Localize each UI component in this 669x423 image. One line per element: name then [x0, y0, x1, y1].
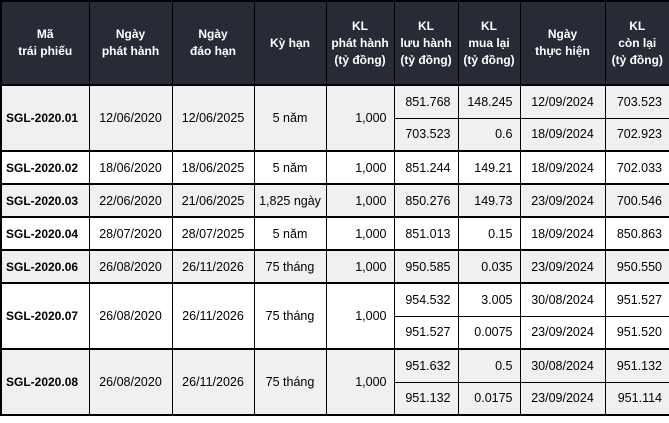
term: 75 tháng	[253, 282, 327, 350]
outstanding-volume: 851.244	[393, 150, 459, 185]
table-row: SGL-2020.06 26/08/2020 26/11/2026 75 thá…	[0, 249, 669, 284]
issue-date: 22/06/2020	[88, 183, 173, 218]
execution-date: 18/09/2024	[519, 117, 606, 152]
issued-volume: 1,000	[325, 84, 395, 152]
bond-code: SGL-2020.06	[0, 249, 90, 284]
table-body: SGL-2020.01 12/06/2020 12/06/2025 5 năm …	[0, 84, 669, 416]
execution-date: 23/09/2024	[519, 381, 606, 416]
term: 75 tháng	[253, 249, 327, 284]
maturity-date: 21/06/2025	[171, 183, 255, 218]
buyback-volume: 149.73	[457, 183, 521, 218]
remaining-volume: 950.550	[604, 249, 669, 284]
bond-code: SGL-2020.01	[0, 84, 90, 152]
execution-date: 18/09/2024	[519, 150, 606, 185]
col-header-buyback-volume: KL mua lại (tỷ đồng)	[457, 0, 521, 86]
maturity-date: 28/07/2025	[171, 216, 255, 251]
remaining-volume: 951.132	[604, 348, 669, 383]
remaining-volume: 850.863	[604, 216, 669, 251]
bond-code: SGL-2020.07	[0, 282, 90, 350]
buyback-volume: 148.245	[457, 84, 521, 119]
remaining-volume: 702.033	[604, 150, 669, 185]
outstanding-volume: 850.276	[393, 183, 459, 218]
issue-date: 18/06/2020	[88, 150, 173, 185]
buyback-volume: 0.15	[457, 216, 521, 251]
outstanding-volume: 950.585	[393, 249, 459, 284]
bond-code: SGL-2020.04	[0, 216, 90, 251]
term: 1,825 ngày	[253, 183, 327, 218]
execution-date: 30/08/2024	[519, 348, 606, 383]
term: 5 năm	[253, 84, 327, 152]
table-header: Mã trái phiếu Ngày phát hành Ngày đáo hạ…	[0, 0, 669, 86]
table-row: SGL-2020.08 26/08/2020 26/11/2026 75 thá…	[0, 348, 669, 416]
issued-volume: 1,000	[325, 282, 395, 350]
issue-date: 28/07/2020	[88, 216, 173, 251]
issued-volume: 1,000	[325, 216, 395, 251]
col-header-term: Kỳ hạn	[253, 0, 327, 86]
table-row: SGL-2020.02 18/06/2020 18/06/2025 5 năm …	[0, 150, 669, 185]
table-row: SGL-2020.03 22/06/2020 21/06/2025 1,825 …	[0, 183, 669, 218]
maturity-date: 26/11/2026	[171, 249, 255, 284]
bond-code: SGL-2020.03	[0, 183, 90, 218]
remaining-volume: 951.114	[604, 381, 669, 416]
maturity-date: 12/06/2025	[171, 84, 255, 152]
col-header-issue-date: Ngày phát hành	[88, 0, 173, 86]
maturity-date: 26/11/2026	[171, 348, 255, 416]
maturity-date: 18/06/2025	[171, 150, 255, 185]
remaining-volume: 703.523	[604, 84, 669, 119]
issued-volume: 1,000	[325, 348, 395, 416]
outstanding-volume: 954.532	[393, 282, 459, 317]
col-header-execution-date: Ngày thực hiện	[519, 0, 606, 86]
maturity-date: 26/11/2026	[171, 282, 255, 350]
buyback-volume: 3.005	[457, 282, 521, 317]
buyback-volume: 0.5	[457, 348, 521, 383]
col-header-bond-code: Mã trái phiếu	[0, 0, 90, 86]
buyback-volume: 0.0075	[457, 315, 521, 350]
col-header-maturity-date: Ngày đáo hạn	[171, 0, 255, 86]
term: 5 năm	[253, 150, 327, 185]
buyback-volume: 0.0175	[457, 381, 521, 416]
table-row: 951.527 0.0075 23/09/2024 951.520	[1, 315, 669, 350]
execution-date: 23/09/2024	[519, 315, 606, 350]
term: 5 năm	[253, 216, 327, 251]
outstanding-volume: 851.768	[393, 84, 459, 119]
bond-code: SGL-2020.08	[0, 348, 90, 416]
outstanding-volume: 951.632	[393, 348, 459, 383]
table-row: 951.132 0.0175 23/09/2024 951.114	[1, 381, 669, 416]
outstanding-volume: 851.013	[393, 216, 459, 251]
outstanding-volume: 951.527	[393, 315, 459, 350]
issue-date: 26/08/2020	[88, 348, 173, 416]
buyback-volume: 0.035	[457, 249, 521, 284]
execution-date: 23/09/2024	[519, 249, 606, 284]
header-row: Mã trái phiếu Ngày phát hành Ngày đáo hạ…	[0, 0, 669, 86]
remaining-volume: 951.527	[604, 282, 669, 317]
col-header-outstanding-volume: KL lưu hành (tỷ đồng)	[393, 0, 459, 86]
remaining-volume: 702.923	[604, 117, 669, 152]
execution-date: 18/09/2024	[519, 216, 606, 251]
outstanding-volume: 951.132	[393, 381, 459, 416]
buyback-volume: 0.6	[457, 117, 521, 152]
table-row: 703.523 0.6 18/09/2024 702.923	[1, 117, 669, 152]
term: 75 tháng	[253, 348, 327, 416]
issue-date: 26/08/2020	[88, 249, 173, 284]
execution-date: 12/09/2024	[519, 84, 606, 119]
issue-date: 26/08/2020	[88, 282, 173, 350]
table-row: SGL-2020.01 12/06/2020 12/06/2025 5 năm …	[0, 84, 669, 152]
col-header-remaining-volume: KL còn lại (tỷ đồng)	[604, 0, 669, 86]
issued-volume: 1,000	[325, 183, 395, 218]
table-row: SGL-2020.04 28/07/2020 28/07/2025 5 năm …	[0, 216, 669, 251]
col-header-issued-volume: KL phát hành (tỷ đồng)	[325, 0, 395, 86]
issued-volume: 1,000	[325, 249, 395, 284]
issued-volume: 1,000	[325, 150, 395, 185]
bond-code: SGL-2020.02	[0, 150, 90, 185]
execution-date: 23/09/2024	[519, 183, 606, 218]
remaining-volume: 951.520	[604, 315, 669, 350]
buyback-volume: 149.21	[457, 150, 521, 185]
outstanding-volume: 703.523	[393, 117, 459, 152]
issue-date: 12/06/2020	[88, 84, 173, 152]
table-row: SGL-2020.07 26/08/2020 26/11/2026 75 thá…	[0, 282, 669, 350]
remaining-volume: 700.546	[604, 183, 669, 218]
execution-date: 30/08/2024	[519, 282, 606, 317]
